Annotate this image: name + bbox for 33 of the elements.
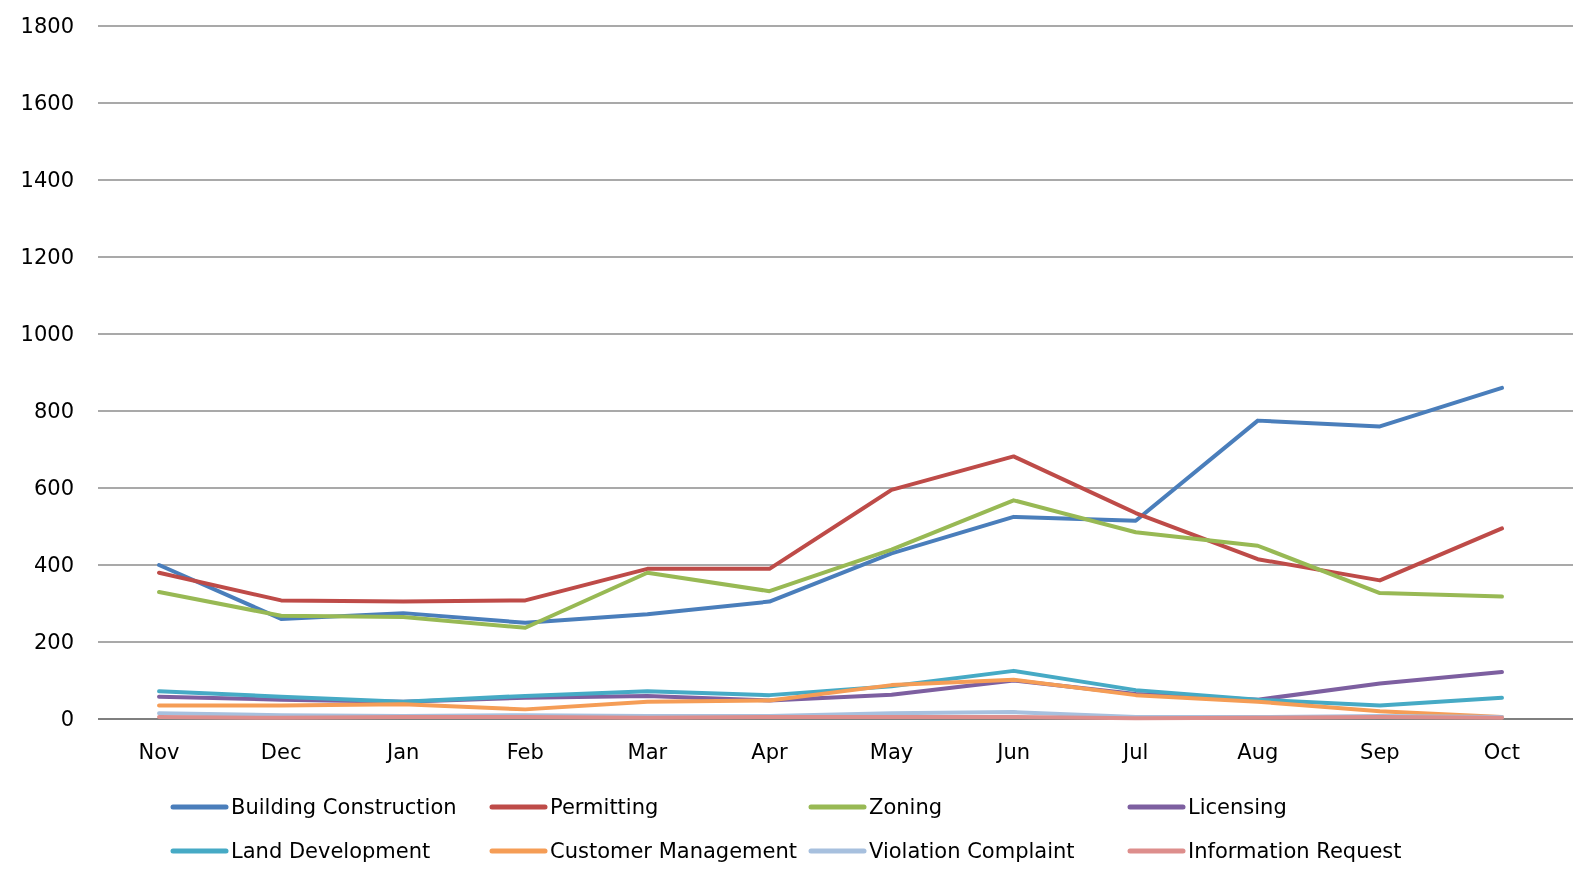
x-tick-label: Nov: [138, 740, 180, 764]
y-tick-label: 1600: [20, 91, 74, 116]
legend-label: Permitting: [550, 795, 659, 820]
y-tick-label: 0: [60, 707, 74, 732]
legend-label: Zoning: [869, 795, 943, 820]
line-series: [157, 454, 1504, 604]
y-tick-label: 800: [33, 399, 74, 424]
legend-label: Building Construction: [231, 795, 457, 820]
line-series: [157, 385, 1504, 625]
legend-label: Violation Complaint: [869, 839, 1075, 864]
y-tick-label: 1200: [20, 245, 74, 270]
y-tick-label: 1800: [20, 14, 74, 39]
y-tick-label: 200: [33, 630, 74, 655]
x-tick-label: Feb: [506, 740, 544, 764]
legend-label: Land Development: [231, 839, 431, 864]
x-tick-label: Jun: [995, 740, 1031, 764]
line-series: [157, 498, 1504, 630]
x-tick-label: May: [869, 740, 914, 764]
x-tick-label: Jan: [385, 740, 420, 764]
legend-label: Licensing: [1188, 795, 1287, 820]
x-tick-label: Mar: [627, 740, 668, 764]
legend-label: Customer Management: [550, 839, 798, 864]
y-tick-label: 600: [33, 476, 74, 501]
y-tick-label: 1400: [20, 168, 74, 193]
x-tick-label: Oct: [1483, 740, 1521, 764]
y-tick-label: 1000: [20, 322, 74, 347]
legend-label: Information Request: [1188, 839, 1402, 864]
x-tick-label: Aug: [1237, 740, 1279, 764]
x-tick-label: Jul: [1121, 740, 1149, 764]
x-tick-label: Sep: [1360, 740, 1400, 764]
x-tick-label: Apr: [751, 740, 788, 764]
x-tick-label: Dec: [260, 740, 302, 764]
y-tick-label: 400: [33, 553, 74, 578]
